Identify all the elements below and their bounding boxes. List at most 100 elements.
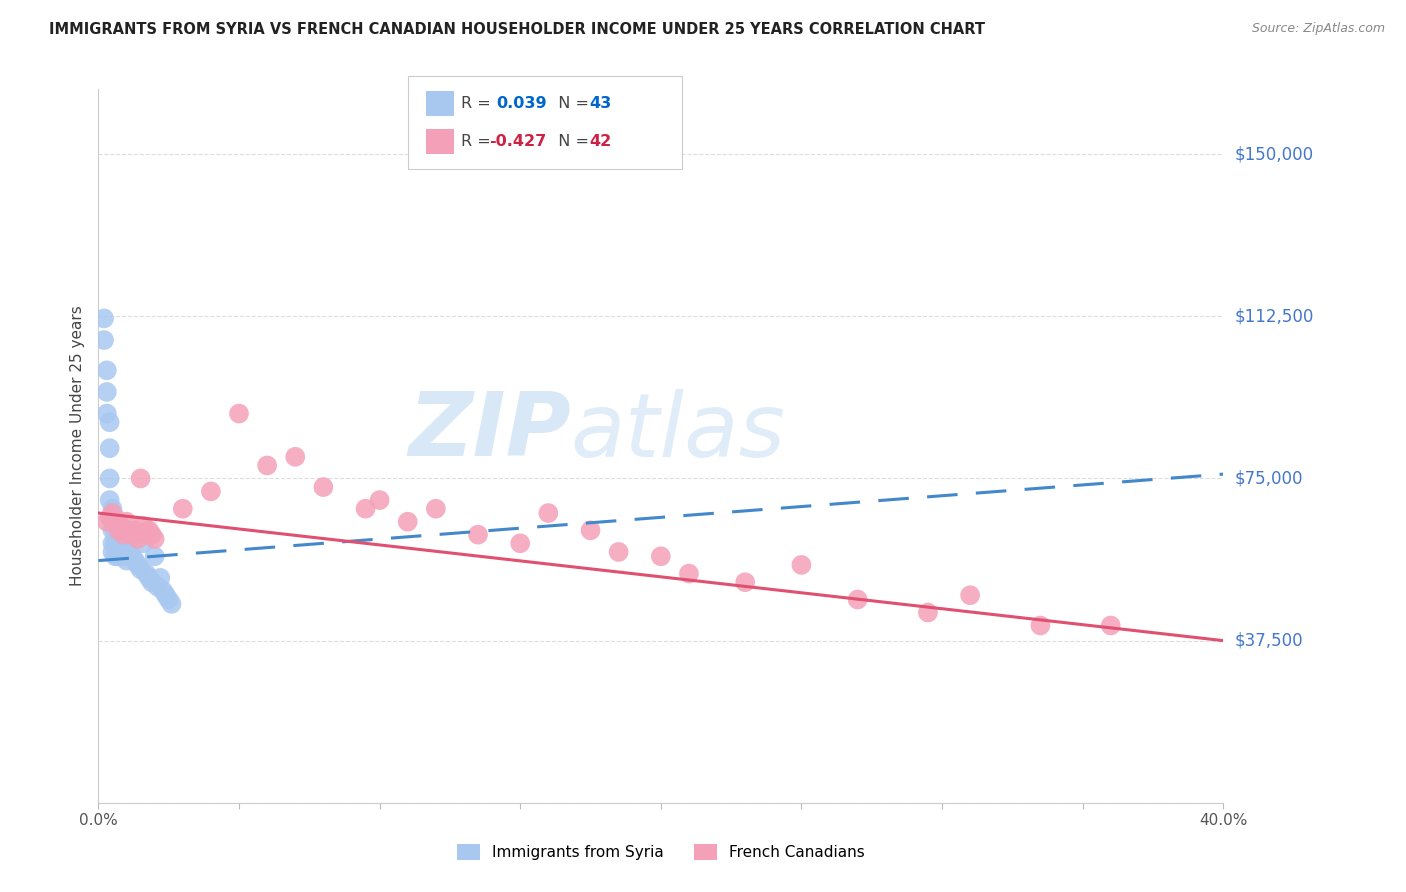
- Point: [200, 484, 222, 499]
- Point: [146, 580, 169, 594]
- Point: [509, 536, 531, 550]
- Point: [537, 506, 560, 520]
- Point: [101, 545, 124, 559]
- Point: [396, 515, 419, 529]
- Point: [132, 536, 155, 550]
- Point: [101, 536, 124, 550]
- Point: [138, 524, 160, 538]
- Point: [118, 545, 141, 559]
- Point: [110, 545, 132, 559]
- Point: [98, 493, 121, 508]
- Point: [115, 532, 138, 546]
- Text: N =: N =: [548, 135, 595, 149]
- Point: [110, 524, 132, 538]
- Point: [96, 515, 118, 529]
- Text: R =: R =: [461, 135, 496, 149]
- Text: -0.427: -0.427: [489, 135, 547, 149]
- Point: [107, 524, 129, 538]
- Point: [104, 524, 127, 538]
- Point: [132, 519, 155, 533]
- Text: $37,500: $37,500: [1234, 632, 1303, 649]
- Point: [124, 524, 146, 538]
- Text: $150,000: $150,000: [1234, 145, 1313, 163]
- Point: [115, 553, 138, 567]
- Point: [98, 441, 121, 455]
- Point: [368, 493, 391, 508]
- Point: [101, 501, 124, 516]
- Point: [734, 575, 756, 590]
- Point: [124, 553, 146, 567]
- Point: [101, 506, 124, 520]
- Point: [425, 501, 447, 516]
- Point: [107, 549, 129, 564]
- Point: [93, 311, 115, 326]
- Text: atlas: atlas: [571, 389, 786, 475]
- Point: [110, 519, 132, 533]
- Point: [149, 571, 172, 585]
- Point: [141, 575, 163, 590]
- Point: [127, 532, 149, 546]
- Y-axis label: Householder Income Under 25 years: Householder Income Under 25 years: [70, 306, 86, 586]
- Point: [104, 536, 127, 550]
- Point: [93, 333, 115, 347]
- Point: [96, 407, 118, 421]
- Point: [143, 549, 166, 564]
- Point: [152, 583, 174, 598]
- Point: [1029, 618, 1052, 632]
- Point: [101, 524, 124, 538]
- Point: [143, 532, 166, 546]
- Point: [284, 450, 307, 464]
- Point: [118, 524, 141, 538]
- Point: [112, 527, 135, 541]
- Point: [104, 515, 127, 529]
- Point: [228, 407, 250, 421]
- Point: [172, 501, 194, 516]
- Point: [112, 549, 135, 564]
- Text: IMMIGRANTS FROM SYRIA VS FRENCH CANADIAN HOUSEHOLDER INCOME UNDER 25 YEARS CORRE: IMMIGRANTS FROM SYRIA VS FRENCH CANADIAN…: [49, 22, 986, 37]
- Text: 43: 43: [589, 96, 612, 111]
- Text: $75,000: $75,000: [1234, 469, 1303, 487]
- Point: [107, 519, 129, 533]
- Point: [101, 515, 124, 529]
- Point: [96, 384, 118, 399]
- Point: [157, 592, 180, 607]
- Point: [138, 571, 160, 585]
- Point: [650, 549, 672, 564]
- Point: [959, 588, 981, 602]
- Point: [141, 527, 163, 541]
- Point: [579, 524, 602, 538]
- Point: [107, 536, 129, 550]
- Text: $112,500: $112,500: [1234, 307, 1313, 326]
- Point: [312, 480, 335, 494]
- Point: [790, 558, 813, 572]
- Point: [135, 527, 157, 541]
- Point: [104, 549, 127, 564]
- Point: [129, 471, 152, 485]
- Point: [1099, 618, 1122, 632]
- Point: [678, 566, 700, 581]
- Point: [98, 471, 121, 485]
- Point: [135, 566, 157, 581]
- Legend: Immigrants from Syria, French Canadians: Immigrants from Syria, French Canadians: [450, 838, 872, 866]
- Point: [467, 527, 489, 541]
- Text: 42: 42: [589, 135, 612, 149]
- Text: ZIP: ZIP: [408, 388, 571, 475]
- Point: [607, 545, 630, 559]
- Text: N =: N =: [548, 96, 595, 111]
- Point: [121, 527, 143, 541]
- Point: [846, 592, 869, 607]
- Point: [115, 515, 138, 529]
- Point: [104, 510, 127, 524]
- Point: [155, 588, 177, 602]
- Text: R =: R =: [461, 96, 501, 111]
- Point: [354, 501, 377, 516]
- Text: Source: ZipAtlas.com: Source: ZipAtlas.com: [1251, 22, 1385, 36]
- Point: [96, 363, 118, 377]
- Point: [160, 597, 183, 611]
- Point: [129, 562, 152, 576]
- Point: [112, 527, 135, 541]
- Point: [98, 510, 121, 524]
- Point: [98, 415, 121, 429]
- Point: [121, 549, 143, 564]
- Text: 0.039: 0.039: [496, 96, 547, 111]
